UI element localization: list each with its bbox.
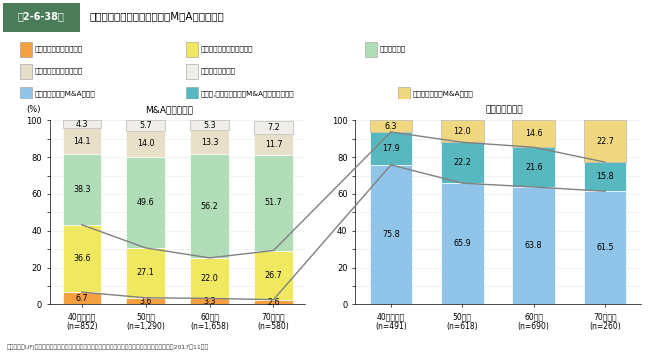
FancyBboxPatch shape	[3, 3, 80, 32]
Text: 買い手としてのM&Aに関心: 買い手としてのM&Aに関心	[35, 90, 95, 97]
Text: 17.9: 17.9	[382, 144, 400, 153]
Text: 14.1: 14.1	[73, 137, 90, 146]
Text: 13.3: 13.3	[201, 138, 218, 147]
Text: 22.2: 22.2	[454, 158, 471, 167]
Bar	[126, 156, 165, 248]
Text: 75.8: 75.8	[382, 230, 400, 239]
Bar	[370, 132, 412, 165]
Text: 14.6: 14.6	[525, 129, 542, 138]
Bar	[20, 87, 32, 102]
Text: 22.0: 22.0	[201, 274, 218, 282]
Bar	[254, 251, 293, 299]
Bar	[370, 120, 412, 132]
Bar	[191, 258, 228, 298]
Bar	[62, 154, 101, 225]
Bar	[62, 225, 101, 292]
Bar	[513, 147, 555, 187]
Text: 11.7: 11.7	[265, 140, 282, 149]
Bar	[513, 187, 555, 304]
Text: どちらかといえば消極的: どちらかといえば消極的	[35, 68, 82, 74]
Text: 22.7: 22.7	[596, 137, 614, 146]
Text: M&Aの実施意向: M&Aの実施意向	[145, 105, 193, 114]
Text: 第2-6-38図: 第2-6-38図	[18, 11, 64, 21]
Bar	[62, 292, 101, 304]
Text: 2.6: 2.6	[267, 298, 280, 307]
Bar	[584, 162, 627, 191]
Text: 63.8: 63.8	[525, 241, 542, 250]
Text: 36.6: 36.6	[73, 254, 90, 263]
Bar	[126, 131, 165, 156]
Bar	[398, 87, 410, 102]
Bar	[441, 142, 484, 183]
Bar	[513, 120, 555, 147]
Text: 当面は様子見: 当面は様子見	[380, 45, 406, 52]
Text: 38.3: 38.3	[73, 185, 90, 194]
Bar	[191, 120, 228, 130]
Text: 7.2: 7.2	[267, 123, 280, 132]
Bar	[186, 64, 198, 79]
Text: (%): (%)	[27, 105, 41, 114]
Bar	[186, 87, 198, 102]
Text: 積極的に取り組んでいく: 積極的に取り組んでいく	[35, 45, 82, 52]
Bar	[126, 120, 165, 131]
Bar	[186, 42, 198, 57]
Bar	[191, 298, 228, 304]
Text: 買い手・売り手: 買い手・売り手	[486, 105, 523, 114]
Bar	[126, 298, 165, 304]
Bar	[254, 299, 293, 304]
Text: 5.3: 5.3	[203, 121, 216, 130]
Text: 5.7: 5.7	[139, 121, 152, 130]
Bar	[254, 155, 293, 251]
Text: 51.7: 51.7	[265, 199, 282, 207]
Text: 買い手,売り手としてのM&Aいずれにも関心: 買い手,売り手としてのM&Aいずれにも関心	[201, 90, 294, 97]
Text: 14.0: 14.0	[137, 139, 155, 148]
Text: 56.2: 56.2	[201, 202, 218, 211]
Text: 資料：三菱UFJリサーチ＆コンサルティング（株）「成長に向けた企業間連携等に関する調査」（2017年11月）: 資料：三菱UFJリサーチ＆コンサルティング（株）「成長に向けた企業間連携等に関す…	[7, 345, 209, 350]
Bar	[191, 130, 228, 154]
Text: 売り手としてのM&Aに関心: 売り手としてのM&Aに関心	[413, 90, 473, 97]
Bar	[20, 64, 32, 79]
Bar	[254, 134, 293, 155]
Text: 12.0: 12.0	[454, 127, 471, 136]
Bar	[126, 248, 165, 298]
Bar	[441, 183, 484, 304]
Text: 3.6: 3.6	[139, 297, 152, 306]
Text: 4.3: 4.3	[76, 120, 88, 129]
Text: 61.5: 61.5	[596, 243, 614, 252]
Bar	[584, 191, 627, 304]
Text: 65.9: 65.9	[454, 239, 471, 248]
Text: 6.7: 6.7	[76, 294, 88, 303]
Text: 15.8: 15.8	[596, 172, 614, 181]
Text: 6.3: 6.3	[384, 122, 397, 131]
Bar	[441, 120, 484, 142]
Text: 21.6: 21.6	[525, 162, 542, 172]
Text: 経営者年齢別に見た、今後のM＆Aの実施意向: 経営者年齢別に見た、今後のM＆Aの実施意向	[90, 11, 224, 21]
Bar	[254, 121, 293, 134]
Text: 3.3: 3.3	[203, 297, 216, 306]
Text: 良い話があれば検討したい: 良い話があれば検討したい	[201, 45, 253, 52]
Bar	[62, 120, 101, 128]
Text: 49.6: 49.6	[137, 198, 155, 207]
Bar	[191, 154, 228, 258]
Bar	[20, 42, 32, 57]
Text: 26.7: 26.7	[265, 270, 282, 280]
Text: 全く考えていない: 全く考えていない	[201, 68, 236, 74]
Bar	[584, 120, 627, 162]
Bar	[365, 42, 377, 57]
Text: 27.1: 27.1	[137, 268, 155, 278]
Bar	[62, 128, 101, 154]
Bar	[370, 165, 412, 304]
